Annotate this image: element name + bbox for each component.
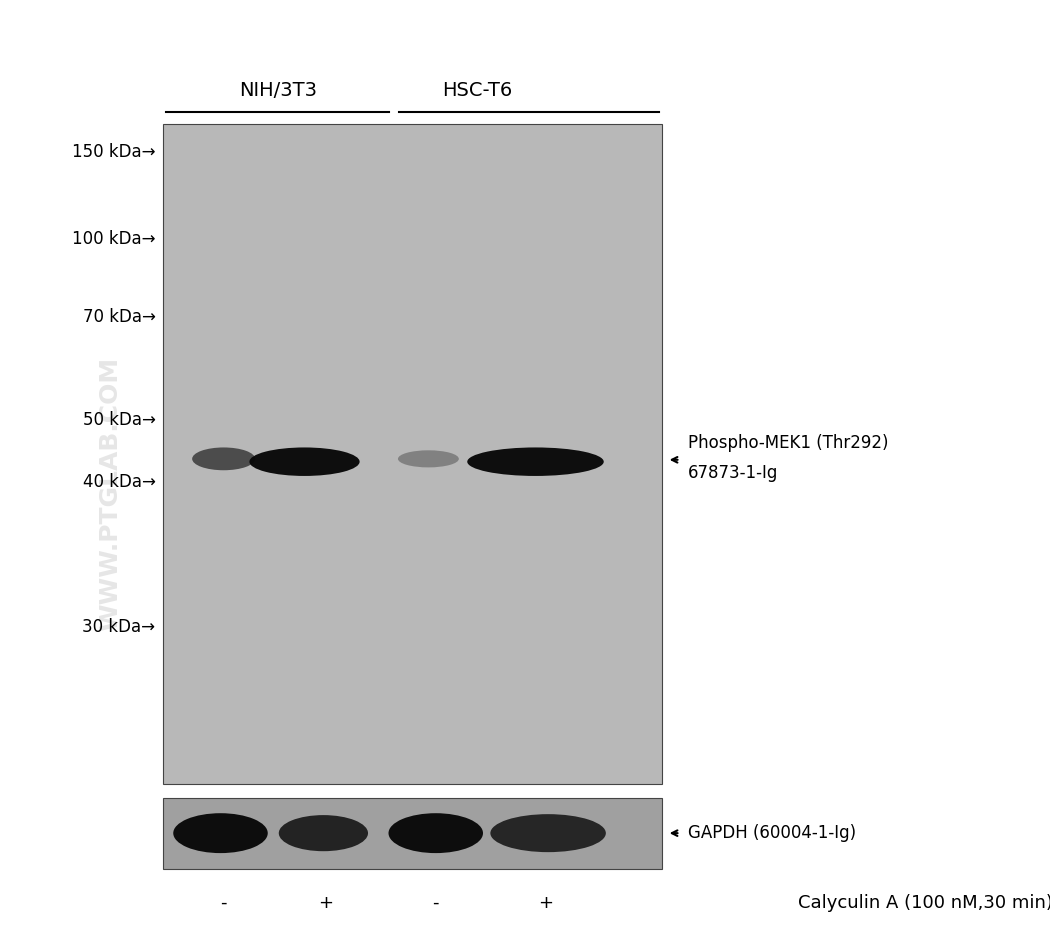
- Text: WWW.PTGLAB.COM: WWW.PTGLAB.COM: [99, 357, 122, 631]
- Ellipse shape: [490, 814, 606, 852]
- Text: Phospho-MEK1 (Thr292): Phospho-MEK1 (Thr292): [688, 434, 888, 451]
- Text: HSC-T6: HSC-T6: [443, 81, 512, 100]
- Text: 100 kDa→: 100 kDa→: [71, 231, 155, 248]
- Text: 70 kDa→: 70 kDa→: [83, 309, 155, 326]
- Ellipse shape: [467, 447, 604, 476]
- Ellipse shape: [388, 813, 483, 853]
- Ellipse shape: [192, 447, 255, 470]
- Text: 40 kDa→: 40 kDa→: [83, 473, 155, 490]
- Bar: [163, 798, 662, 869]
- Text: 30 kDa→: 30 kDa→: [82, 618, 155, 636]
- Text: -: -: [220, 894, 227, 911]
- Text: +: +: [539, 894, 553, 911]
- Text: +: +: [318, 894, 333, 911]
- Ellipse shape: [398, 450, 459, 467]
- Text: GAPDH (60004-1-Ig): GAPDH (60004-1-Ig): [688, 825, 856, 842]
- Text: NIH/3T3: NIH/3T3: [239, 81, 317, 100]
- Bar: [163, 124, 662, 784]
- Text: 150 kDa→: 150 kDa→: [71, 143, 155, 161]
- Text: 50 kDa→: 50 kDa→: [83, 411, 155, 428]
- Ellipse shape: [173, 813, 268, 853]
- Ellipse shape: [250, 447, 359, 476]
- Text: -: -: [433, 894, 439, 911]
- Text: Calyculin A (100 nM,30 min): Calyculin A (100 nM,30 min): [798, 894, 1050, 911]
- Ellipse shape: [278, 815, 367, 851]
- Text: 67873-1-Ig: 67873-1-Ig: [688, 465, 778, 482]
